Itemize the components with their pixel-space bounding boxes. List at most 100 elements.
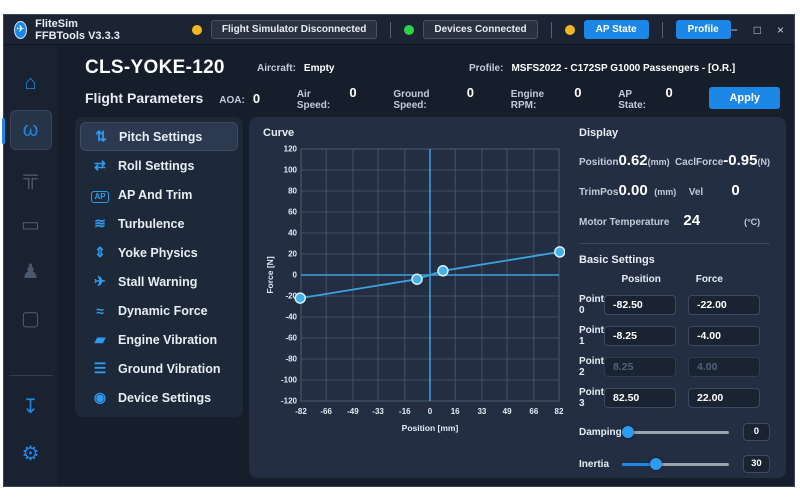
param-label: AP State:	[618, 89, 646, 111]
chart-title: Curve	[263, 127, 295, 139]
position-label: Position	[579, 157, 619, 168]
throttle-icon: ╦	[23, 165, 38, 188]
download-icon: ↧	[22, 395, 39, 418]
turbulence-icon: ≋	[94, 215, 106, 231]
param-value: 0	[349, 85, 357, 100]
separator	[390, 21, 392, 38]
point-3-label: Point 3	[579, 387, 604, 409]
sidebar-item-monitor[interactable]: ▢	[10, 298, 52, 338]
point-0-label: Point 0	[579, 294, 604, 316]
point-1-position-input[interactable]	[604, 326, 676, 346]
inertia-label: Inertia	[579, 458, 610, 470]
sidebar-bottom: ↧ ⚙	[8, 363, 53, 486]
curve-point-marker[interactable]	[554, 246, 566, 258]
point-1-force-input[interactable]	[688, 326, 760, 346]
sidebar-item-throttle[interactable]: ╦	[10, 157, 52, 197]
menu-item-ap-and-trim[interactable]: AP AP And Trim	[80, 180, 238, 209]
wind-icon: ≈	[96, 302, 104, 319]
slider-track	[622, 463, 729, 466]
svg-text:-80: -80	[285, 355, 297, 364]
menu-item-yoke-physics[interactable]: ⇕ Yoke Physics	[80, 238, 238, 267]
minimize-button[interactable]: −	[730, 22, 738, 37]
content-panel: Curve -82 -66 -49 -33 -16 0 16 33 49 66 82 -120 -100…	[249, 117, 786, 478]
menu-item-stall-warning[interactable]: ✈ Stall Warning	[80, 267, 238, 296]
slider-track	[622, 431, 729, 434]
param-ground-speed: Ground Speed: 0	[393, 85, 488, 111]
basic-settings-title: Basic Settings	[579, 254, 655, 266]
titlebar-badges: Flight Simulator Disconnected Devices Co…	[191, 20, 731, 39]
svg-text:0: 0	[428, 407, 433, 416]
caclforce-unit: (N)	[757, 157, 771, 167]
point-3-force-input[interactable]	[688, 388, 760, 408]
ap-state-button[interactable]: AP State	[583, 20, 649, 39]
sidebar-item-radio-panel[interactable]: ▭	[10, 204, 52, 244]
motor-temp-unit: (°C)	[744, 217, 761, 227]
param-label: Engine RPM:	[510, 89, 545, 111]
damping-row: Damping 0	[579, 423, 770, 441]
trimpos-label: TrimPos	[579, 187, 619, 198]
menu-item-turbulence[interactable]: ≋ Turbulence	[80, 209, 238, 238]
menu-label: Ground Vibration	[118, 361, 221, 376]
menu-item-device-settings[interactable]: ◉ Device Settings	[80, 383, 238, 412]
monitor-icon: ▢	[21, 307, 40, 330]
sidebar-item-settings[interactable]: ⚙	[10, 433, 52, 473]
app-window: ✈ FliteSim FFBTools V3.3.3 Flight Simula…	[1, 14, 795, 487]
sidebar-item-joystick[interactable]: ♟	[10, 251, 52, 291]
apply-button[interactable]: Apply	[709, 87, 780, 109]
trimpos-unit: (mm)	[654, 187, 677, 197]
curve-point-marker[interactable]	[437, 265, 449, 277]
sidebar-item-yoke[interactable]: ω	[1, 110, 52, 150]
inertia-value[interactable]: 30	[742, 455, 770, 473]
section-divider	[579, 243, 770, 244]
sim-status-badge[interactable]: Flight Simulator Disconnected	[210, 20, 378, 39]
point-3-position-input[interactable]	[604, 388, 676, 408]
device-status-badge[interactable]: Devices Connected	[423, 20, 538, 39]
device-header: CLS-YOKE-120 Aircraft: Empty Profile: MS…	[57, 53, 794, 83]
separator	[550, 21, 552, 38]
sidebar-divider	[8, 375, 53, 376]
menu-label: Dynamic Force	[118, 303, 208, 318]
motor-temp-label: Motor Temperature	[579, 217, 670, 228]
menu-label: Pitch Settings	[119, 129, 203, 144]
window-controls: − □ ×	[731, 24, 784, 36]
menu-label: Device Settings	[118, 390, 212, 405]
param-engine-rpm: Engine RPM: 0	[511, 85, 596, 111]
svg-text:-82: -82	[295, 407, 307, 416]
menu-item-engine-vibration[interactable]: ▰ Engine Vibration	[80, 325, 238, 354]
aircraft-field: Aircraft: Empty	[257, 63, 469, 74]
inertia-slider-handle[interactable]	[650, 458, 663, 470]
svg-text:-40: -40	[285, 313, 297, 322]
motor-temp-value: 24	[683, 212, 701, 229]
svg-text:-100: -100	[281, 376, 298, 385]
damping-slider[interactable]	[621, 426, 729, 438]
sidebar-item-home[interactable]: ⌂	[10, 63, 52, 103]
profile-button[interactable]: Profile	[675, 20, 731, 39]
point-0-force-input[interactable]	[688, 295, 760, 315]
curve-chart[interactable]: -82 -66 -49 -33 -16 0 16 33 49 66 82 -120 -100 -80 -60…	[263, 141, 566, 445]
svg-text:60: 60	[288, 208, 297, 217]
curve-point-marker[interactable]	[294, 292, 306, 304]
damping-slider-handle[interactable]	[621, 426, 634, 438]
menu-label: Engine Vibration	[118, 332, 218, 347]
sidebar-item-download[interactable]: ↧	[10, 386, 52, 426]
damping-value[interactable]: 0	[742, 423, 770, 441]
svg-text:0: 0	[293, 271, 298, 280]
profile-field: Profile: MSFS2022 - C172SP G1000 Passeng…	[469, 63, 735, 74]
menu-item-ground-vibration[interactable]: ☰ Ground Vibration	[80, 354, 238, 383]
close-button[interactable]: ×	[776, 22, 784, 37]
inertia-slider[interactable]	[622, 458, 729, 470]
point-0-position-input[interactable]	[604, 295, 676, 315]
menu-item-dynamic-force[interactable]: ≈ Dynamic Force	[80, 296, 238, 325]
points-table-header: Position Force	[579, 274, 770, 285]
curve-point-marker[interactable]	[411, 273, 423, 285]
caclforce-value: -0.95	[723, 152, 758, 169]
yoke-physics-icon: ⇕	[94, 244, 106, 260]
menu-item-pitch-settings[interactable]: ⇅ Pitch Settings	[80, 122, 238, 151]
param-aoa: AOA: 0	[219, 91, 275, 106]
menu-item-roll-settings[interactable]: ⇄ Roll Settings	[80, 151, 238, 180]
profile-label: Profile:	[469, 62, 504, 74]
maximize-button[interactable]: □	[753, 22, 761, 37]
param-air-speed: Air Speed: 0	[297, 85, 372, 111]
param-ap-state: AP State: 0	[618, 85, 687, 111]
settings-menu: ⇅ Pitch Settings ⇄ Roll Settings AP AP A…	[75, 117, 243, 417]
